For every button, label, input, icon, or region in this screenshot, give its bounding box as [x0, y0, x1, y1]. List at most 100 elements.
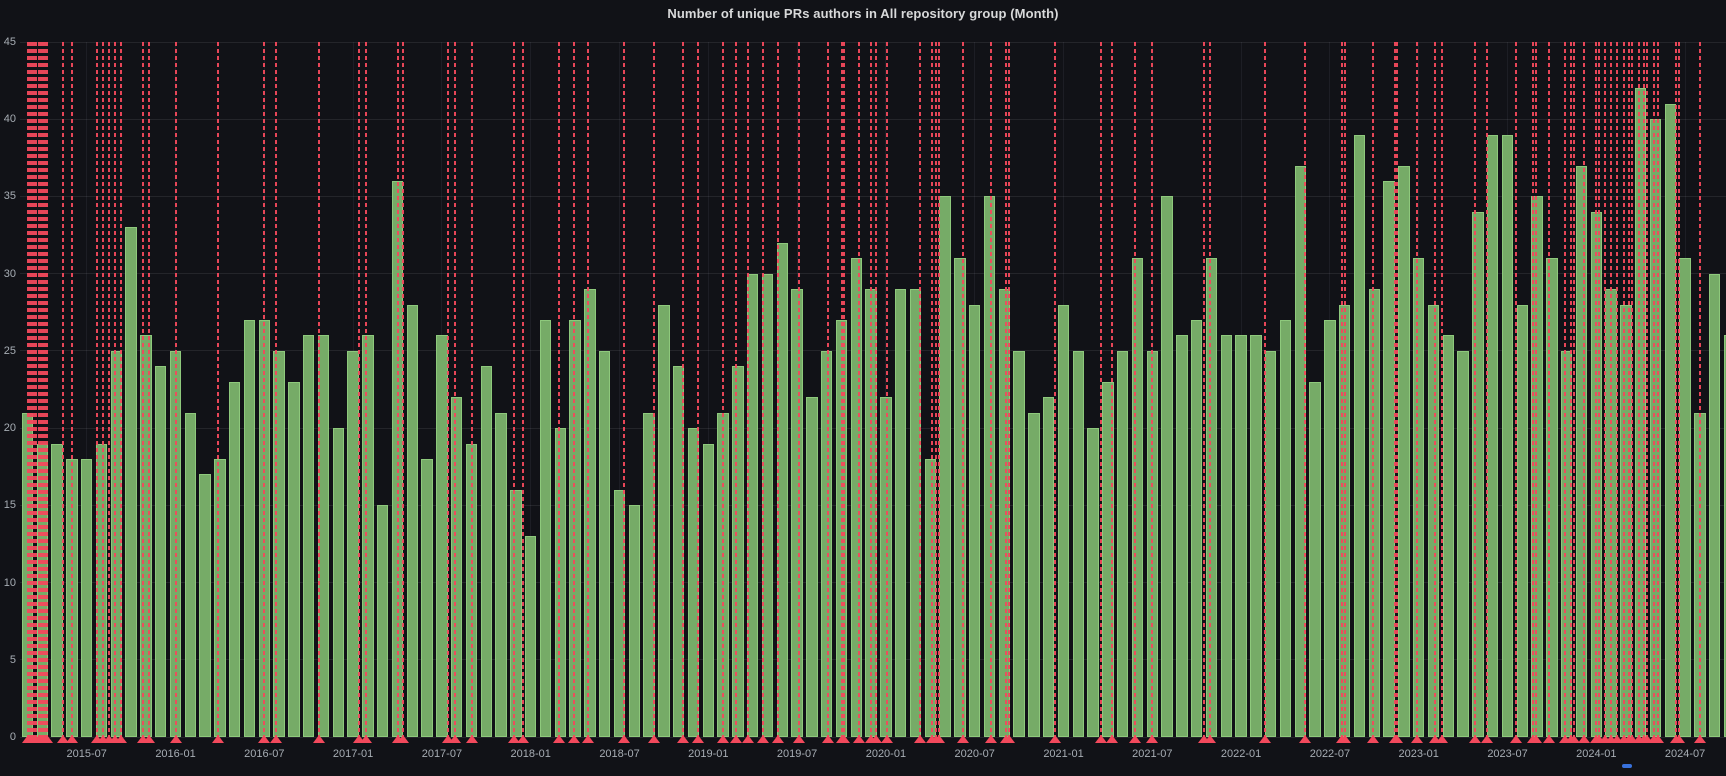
annotation-marker-icon[interactable]	[792, 735, 805, 743]
annotation-marker-icon[interactable]	[1693, 735, 1706, 743]
annotation-marker-icon[interactable]	[1002, 735, 1015, 743]
bar-month-value[interactable]	[480, 366, 493, 737]
bar-month-value[interactable]	[539, 320, 552, 737]
annotation-marker-icon[interactable]	[258, 735, 271, 743]
bar-month-value[interactable]	[524, 536, 537, 737]
annotation-marker-icon[interactable]	[1411, 735, 1424, 743]
bar-month-value[interactable]	[1220, 335, 1233, 737]
bar-month-value[interactable]	[332, 428, 345, 737]
bar-month-value[interactable]	[362, 335, 374, 737]
bar-month-value[interactable]	[199, 474, 211, 737]
bar-month-value[interactable]	[1205, 258, 1218, 737]
bar-month-value[interactable]	[495, 412, 507, 737]
annotation-marker-icon[interactable]	[730, 735, 743, 743]
bar-month-value[interactable]	[1398, 165, 1410, 737]
annotation-marker-icon[interactable]	[1652, 735, 1665, 743]
annotation-marker-icon[interactable]	[1640, 735, 1653, 743]
bar-month-value[interactable]	[554, 428, 567, 737]
annotation-marker-icon[interactable]	[397, 735, 410, 743]
annotation-marker-icon[interactable]	[1258, 735, 1271, 743]
bar-month-value[interactable]	[1057, 304, 1070, 737]
annotation-marker-icon[interactable]	[1298, 735, 1311, 743]
annotation-marker-icon[interactable]	[1048, 735, 1061, 743]
annotation-marker-icon[interactable]	[1146, 735, 1159, 743]
annotation-marker-icon[interactable]	[869, 735, 882, 743]
bar-month-value[interactable]	[628, 505, 641, 737]
bar-month-value[interactable]	[1501, 134, 1514, 737]
bar-month-value[interactable]	[1013, 350, 1025, 737]
annotation-marker-icon[interactable]	[1529, 735, 1542, 743]
bar-month-value[interactable]	[1679, 258, 1691, 737]
bar-month-value[interactable]	[406, 304, 419, 737]
bar-month-value[interactable]	[1309, 381, 1321, 737]
annotation-marker-icon[interactable]	[582, 735, 595, 743]
annotation-marker-icon[interactable]	[57, 735, 70, 743]
annotation-marker-icon[interactable]	[1468, 735, 1481, 743]
bar-month-value[interactable]	[806, 397, 818, 737]
annotation-marker-icon[interactable]	[517, 735, 530, 743]
bar-month-value[interactable]	[1235, 335, 1247, 737]
annotation-marker-icon[interactable]	[465, 735, 478, 743]
annotation-marker-icon[interactable]	[838, 735, 851, 743]
bar-month-value[interactable]	[1649, 119, 1662, 737]
bar-month-value[interactable]	[125, 227, 137, 737]
annotation-marker-icon[interactable]	[552, 735, 565, 743]
bar-month-value[interactable]	[1486, 134, 1499, 737]
bar-month-value[interactable]	[1087, 428, 1099, 737]
annotation-marker-icon[interactable]	[212, 735, 225, 743]
bar-month-value[interactable]	[243, 320, 256, 737]
bar-month-value[interactable]	[850, 258, 863, 737]
bar-month-value[interactable]	[1516, 304, 1529, 737]
bar-month-value[interactable]	[1116, 350, 1129, 737]
annotation-marker-icon[interactable]	[142, 735, 155, 743]
bar-month-value[interactable]	[1161, 196, 1173, 737]
bar-month-value[interactable]	[214, 459, 226, 737]
annotation-marker-icon[interactable]	[1436, 735, 1449, 743]
bar-month-value[interactable]	[1176, 335, 1188, 737]
bar-month-value[interactable]	[184, 412, 197, 737]
annotation-marker-icon[interactable]	[270, 735, 283, 743]
bar-month-value[interactable]	[1264, 350, 1277, 737]
bar-month-value[interactable]	[228, 381, 241, 737]
annotation-marker-icon[interactable]	[1480, 735, 1493, 743]
annotation-marker-icon[interactable]	[717, 735, 730, 743]
annotation-marker-icon[interactable]	[1204, 735, 1217, 743]
annotation-marker-icon[interactable]	[508, 735, 521, 743]
annotation-marker-icon[interactable]	[1568, 735, 1581, 743]
annotation-marker-icon[interactable]	[1578, 735, 1591, 743]
bar-month-value[interactable]	[658, 304, 670, 737]
bar-month-value[interactable]	[1353, 134, 1366, 737]
bar-month-value[interactable]	[1708, 273, 1721, 737]
bar-month-value[interactable]	[302, 335, 315, 737]
bar-month-value[interactable]	[376, 505, 389, 737]
annotation-marker-icon[interactable]	[822, 735, 835, 743]
bar-month-value[interactable]	[1072, 350, 1085, 737]
annotation-marker-icon[interactable]	[1128, 735, 1141, 743]
bar-month-value[interactable]	[598, 350, 611, 737]
annotation-marker-icon[interactable]	[1338, 735, 1351, 743]
bar-month-value[interactable]	[894, 289, 907, 737]
annotation-marker-icon[interactable]	[677, 735, 690, 743]
annotation-marker-icon[interactable]	[169, 735, 182, 743]
annotation-marker-icon[interactable]	[933, 735, 946, 743]
bar-month-value[interactable]	[1250, 335, 1262, 737]
bar-month-value[interactable]	[954, 258, 966, 737]
annotation-marker-icon[interactable]	[1625, 735, 1638, 743]
annotation-marker-icon[interactable]	[647, 735, 660, 743]
annotation-marker-icon[interactable]	[353, 735, 366, 743]
bar-month-value[interactable]	[1190, 320, 1203, 737]
annotation-marker-icon[interactable]	[1510, 735, 1523, 743]
annotation-marker-icon[interactable]	[567, 735, 580, 743]
annotation-marker-icon[interactable]	[65, 735, 78, 743]
bar-month-value[interactable]	[702, 443, 715, 737]
annotation-marker-icon[interactable]	[1428, 735, 1441, 743]
bar-month-value[interactable]	[1723, 335, 1726, 737]
annotation-marker-icon[interactable]	[41, 735, 54, 743]
bar-month-value[interactable]	[1442, 335, 1455, 737]
annotation-marker-icon[interactable]	[1611, 735, 1624, 743]
bar-month-value[interactable]	[1279, 320, 1292, 737]
bar-month-value[interactable]	[1412, 258, 1425, 737]
bar-month-value[interactable]	[421, 459, 433, 737]
annotation-marker-icon[interactable]	[114, 735, 127, 743]
